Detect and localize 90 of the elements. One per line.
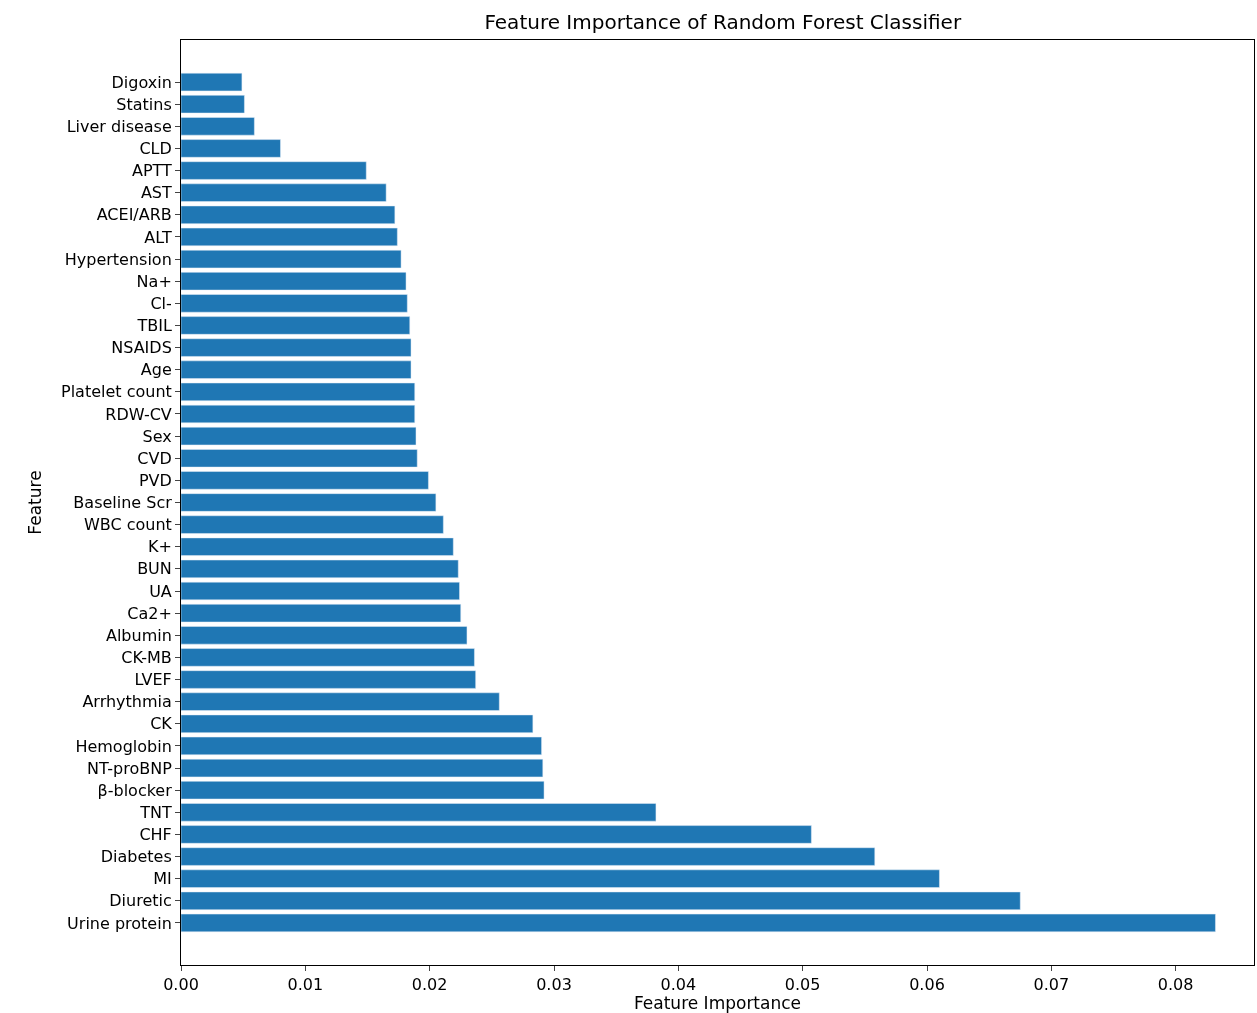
x-tick-label: 0.08 [1157, 975, 1194, 995]
bar [181, 803, 657, 822]
bar [181, 404, 415, 424]
y-tick-label: Baseline Scr [73, 493, 173, 513]
y-tick-label: APTT [131, 161, 173, 181]
y-tick-label: Albumin [105, 625, 172, 645]
bar [181, 95, 245, 114]
y-tick-label: UA [149, 581, 172, 601]
bar [181, 559, 459, 578]
y-tick-label: Platelet count [60, 382, 172, 402]
y-axis-title: Feature [24, 470, 45, 535]
y-tick-label: Na+ [136, 271, 172, 291]
bar [181, 183, 387, 202]
y-tick-label: Urine protein [67, 913, 172, 933]
bar [181, 139, 281, 158]
y-tick-label: CHF [139, 825, 172, 845]
bar [181, 316, 411, 335]
y-tick-label: Diabetes [100, 847, 172, 867]
x-tick-label: 0.06 [909, 975, 945, 995]
bar [181, 714, 534, 733]
bar [181, 72, 243, 92]
bar [181, 891, 1021, 910]
bar [181, 604, 461, 623]
bar [181, 847, 876, 866]
bar [181, 515, 444, 534]
y-tick-label: WBC count [83, 515, 172, 535]
bar [181, 294, 408, 313]
y-tick-label: Arrhythmia [82, 692, 172, 712]
y-tick-label: Ca2+ [127, 603, 172, 623]
bar [181, 736, 542, 756]
x-tick-label: 0.00 [163, 975, 199, 995]
x-tick-label: 0.01 [287, 975, 324, 995]
bar [181, 913, 1216, 933]
bar [181, 360, 412, 379]
y-tick-label: MI [153, 869, 172, 889]
bar [181, 869, 940, 888]
chart-title: Feature Importance of Random Forest Classifier [484, 10, 962, 35]
y-tick-label: NT-proBNP [86, 758, 173, 778]
bar [181, 205, 396, 224]
bar [181, 161, 367, 180]
bar [181, 338, 412, 357]
y-tick-label: CK [150, 714, 173, 734]
y-tick-label: Hemoglobin [75, 736, 172, 756]
y-tick-label: Diuretic [109, 891, 172, 911]
x-tick-label: 0.04 [660, 975, 697, 995]
y-tick-label: CK-MB [121, 648, 172, 667]
y-tick-label: TNT [139, 802, 173, 822]
y-tick-label: CLD [139, 139, 172, 159]
x-tick-label: 0.02 [411, 975, 448, 995]
y-tick-label: RDW-CV [105, 404, 172, 424]
bar [181, 825, 812, 844]
bar [181, 427, 417, 446]
y-tick-label: Cl- [150, 293, 172, 313]
y-tick-label: Digoxin [111, 72, 172, 92]
bar [181, 537, 454, 556]
bar [181, 581, 460, 601]
bar [181, 449, 418, 468]
bar [181, 670, 476, 689]
bar [181, 272, 407, 291]
bar [181, 493, 437, 512]
y-tick-label: PVD [138, 470, 172, 490]
y-tick-label: TBIL [136, 316, 172, 336]
y-tick-label: NSAIDS [111, 338, 172, 358]
y-tick-label: Liver disease [66, 116, 172, 136]
bar [181, 227, 398, 247]
y-tick-label: K+ [147, 537, 172, 557]
bar [181, 626, 468, 645]
y-tick-label: BUN [137, 559, 172, 579]
y-tick-label: ALT [144, 227, 173, 247]
y-tick-label: Sex [142, 426, 172, 446]
y-tick-label: Hypertension [64, 249, 172, 269]
x-tick-label: 0.07 [1033, 975, 1070, 995]
y-tick-label: Age [140, 360, 172, 380]
y-tick-label: β-blocker [97, 780, 173, 800]
y-tick-label: ACEI/ARB [96, 205, 172, 225]
bar [181, 692, 500, 711]
bar [181, 382, 415, 401]
y-tick-label: Statins [116, 94, 172, 114]
bar [181, 249, 402, 269]
bar [181, 648, 475, 667]
bar [181, 781, 545, 800]
y-tick-label: AST [140, 183, 173, 203]
x-tick-label: 0.03 [536, 975, 572, 995]
x-axis-title: Feature Importance [633, 993, 802, 1013]
y-tick-label: CVD [137, 448, 172, 468]
bar [181, 758, 544, 778]
x-tick-label: 0.05 [784, 975, 821, 995]
y-tick-label: LVEF [134, 670, 172, 690]
bar [181, 117, 255, 136]
bar [181, 471, 429, 490]
